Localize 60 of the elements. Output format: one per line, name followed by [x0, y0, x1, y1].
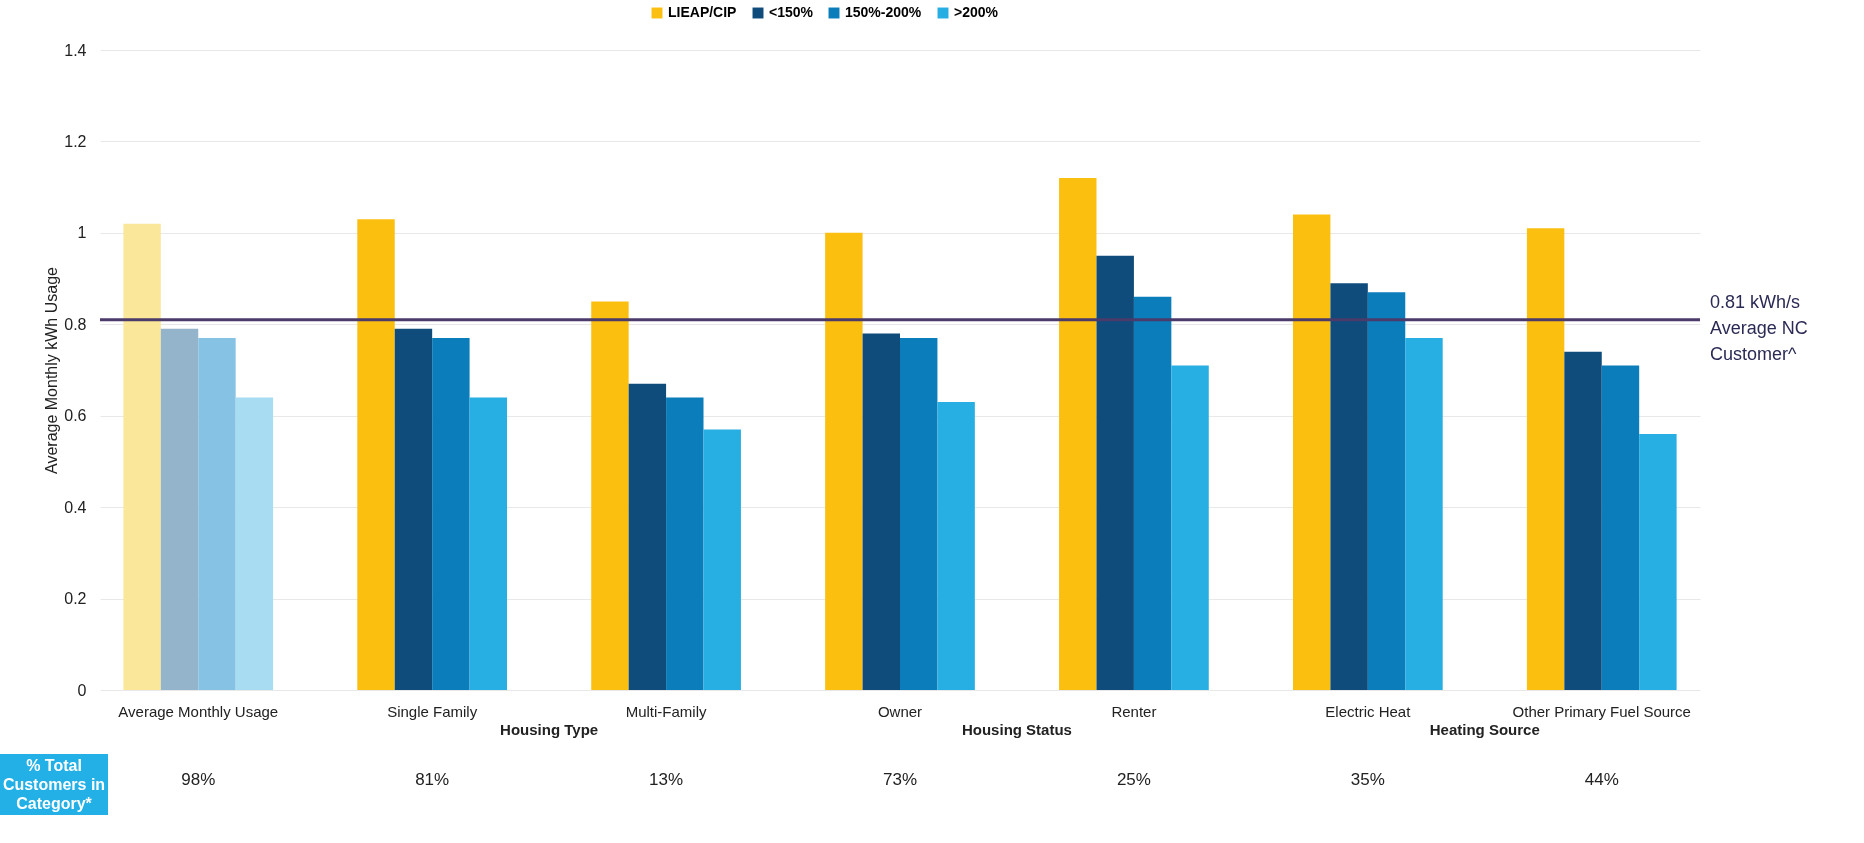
bar	[1059, 178, 1097, 690]
text: Housing Type	[500, 721, 599, 738]
y-tick-label: 1.2	[64, 132, 87, 150]
bar	[1330, 283, 1368, 690]
text: 25%	[1116, 770, 1151, 789]
bar	[357, 219, 395, 690]
bar	[1601, 365, 1640, 690]
legend-label: 150%-200%	[845, 4, 922, 20]
bar	[1526, 228, 1565, 690]
x-tick-label: Multi-Family	[625, 702, 707, 720]
x-tick-label: Single Family	[387, 702, 478, 720]
text: 44%	[1584, 770, 1619, 789]
bar	[1096, 255, 1134, 690]
x-tick-label: Electric Heat	[1325, 702, 1412, 720]
ref-line-label: 0.81 kWh/s Average NC Customer^	[1710, 291, 1808, 364]
text: 35%	[1350, 770, 1385, 789]
bar	[703, 429, 741, 690]
bar	[1171, 365, 1209, 690]
bar	[1133, 296, 1172, 690]
bar	[1292, 214, 1331, 690]
bar	[235, 397, 274, 690]
bar	[666, 397, 704, 690]
text: 73%	[882, 770, 918, 789]
x-tick-label: Other Primary Fuel Source	[1512, 702, 1691, 720]
y-tick-label: 0.8	[64, 315, 87, 333]
legend-label: LIEAP/CIP	[668, 4, 737, 20]
text: 13%	[649, 770, 684, 789]
text: 98%	[181, 770, 216, 789]
y-tick-label: 0.6	[64, 407, 87, 425]
x-tick-label: Renter	[1111, 702, 1157, 720]
legend-label: >200%	[954, 4, 999, 20]
text: 81%	[415, 770, 450, 789]
x-tick-label: Average Monthly Usage	[118, 702, 279, 720]
bar	[591, 301, 629, 690]
bar	[862, 333, 900, 690]
bar	[394, 328, 433, 690]
bar	[1367, 292, 1406, 690]
y-tick-label: 0.4	[64, 498, 87, 516]
bar	[1639, 434, 1677, 690]
text: Heating Source	[1429, 721, 1540, 738]
bar	[123, 223, 161, 690]
bar	[469, 397, 508, 690]
bar	[825, 232, 863, 690]
bar	[628, 383, 667, 690]
y-tick-label: 0.2	[64, 590, 87, 608]
bar	[1564, 351, 1602, 690]
bar	[160, 328, 199, 690]
y-tick-label: 1.4	[64, 41, 87, 59]
bar	[1405, 338, 1443, 690]
legend-label: <150%	[769, 4, 814, 20]
text: % Total Customers in Category*	[0, 754, 108, 815]
x-tick-label: Owner	[877, 702, 923, 720]
y-tick-label: 0	[77, 681, 87, 699]
bar	[432, 338, 470, 690]
bar	[937, 402, 975, 690]
bar	[900, 338, 938, 690]
text: Housing Status	[961, 721, 1072, 738]
y-tick-label: 1	[77, 224, 87, 242]
bar	[198, 338, 236, 690]
y-axis-title: Average Monthly kWh Usage	[43, 266, 61, 474]
